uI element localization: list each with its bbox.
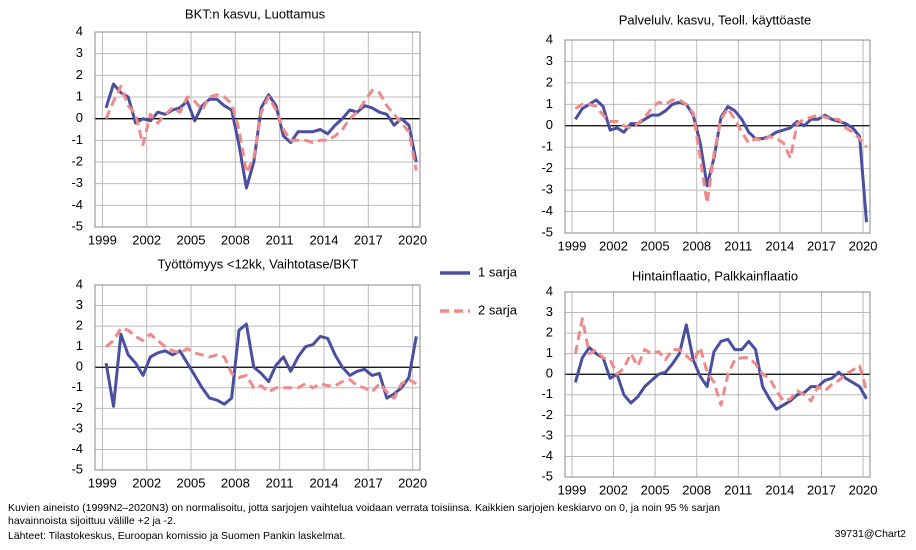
y-tick-label: 0: [76, 110, 83, 125]
x-tick-label: 2014: [765, 482, 794, 497]
series-line: [573, 323, 868, 411]
x-tick-label: 2011: [266, 232, 294, 247]
x-tick-label: 2002: [599, 482, 628, 497]
x-tick-label: 2011: [724, 238, 752, 253]
x-tick-label: 2020: [849, 238, 878, 253]
y-tick-label: 1: [546, 96, 553, 111]
x-tick-label: 2017: [807, 238, 836, 253]
plot-frame: [564, 291, 871, 478]
x-tick-label: 2008: [682, 238, 711, 253]
x-tick-label: 2005: [641, 482, 670, 497]
y-tick-label: -2: [541, 160, 553, 175]
y-tick-label: 4: [546, 31, 553, 46]
y-tick-label: -3: [541, 182, 553, 197]
y-tick-label: 1: [76, 88, 83, 103]
y-tick-label: 3: [546, 304, 553, 319]
x-tick-label: 2017: [807, 482, 836, 497]
x-tick-label: 2017: [354, 475, 383, 490]
y-tick-label: -3: [71, 175, 83, 190]
series-line: [105, 326, 418, 400]
x-tick-label: 2005: [177, 475, 206, 490]
x-tick-label: 1999: [88, 232, 117, 247]
y-tick-label: 3: [76, 297, 83, 312]
y-tick-label: -5: [541, 224, 553, 239]
y-tick-label: 1: [76, 338, 83, 353]
x-tick-label: 2002: [132, 475, 161, 490]
chart-title: Hintainflaatio, Palkkainflaatio: [632, 268, 798, 283]
y-tick-label: -5: [541, 468, 553, 483]
y-tick-label: 3: [76, 45, 83, 60]
x-tick-label: 2005: [177, 232, 206, 247]
y-tick-label: 2: [546, 74, 553, 89]
series-line: [104, 82, 418, 190]
footnote: Lähteet: Tilastokeskus, Euroopan komissi…: [8, 530, 345, 542]
y-tick-label: -5: [71, 461, 83, 476]
y-tick-label: 2: [76, 318, 83, 333]
y-tick-label: -1: [541, 386, 553, 401]
series-line: [573, 317, 868, 407]
series-line: [574, 98, 868, 205]
y-tick-label: -1: [541, 139, 553, 154]
y-tick-label: -3: [541, 427, 553, 442]
series-line: [104, 84, 418, 175]
chart-title: Palvelulv. kasvu, Teoll. käyttöaste: [619, 12, 811, 27]
x-tick-label: 2008: [221, 475, 250, 490]
y-tick-label: 0: [546, 366, 553, 381]
y-tick-label: 4: [546, 283, 553, 298]
x-tick-label: 2011: [724, 482, 752, 497]
y-tick-label: -2: [71, 153, 83, 168]
y-tick-label: 2: [76, 67, 83, 82]
x-tick-label: 2005: [641, 238, 670, 253]
x-tick-label: 2014: [765, 238, 794, 253]
y-tick-label: -4: [71, 441, 83, 456]
x-tick-label: 1999: [557, 238, 586, 253]
y-tick-label: -4: [71, 197, 83, 212]
y-tick-label: 1: [546, 345, 553, 360]
footnote: havainnoista sijoittuu välille +2 ja -2.: [8, 515, 176, 527]
x-tick-label: 2002: [132, 232, 161, 247]
y-tick-label: 0: [546, 117, 553, 132]
y-tick-label: -3: [71, 420, 83, 435]
y-tick-label: 4: [76, 23, 83, 38]
y-tick-label: 0: [76, 359, 83, 374]
footnote: Kuvien aineisto (1999N2–2020N3) on norma…: [8, 502, 720, 514]
x-tick-label: 2020: [398, 475, 427, 490]
y-tick-label: 4: [76, 276, 83, 291]
y-tick-label: 3: [546, 53, 553, 68]
y-tick-label: -5: [71, 218, 83, 233]
y-tick-label: -4: [541, 448, 553, 463]
plot-frame: [564, 39, 871, 234]
legend-label: 1 sarja: [478, 264, 518, 279]
x-tick-label: 2020: [398, 232, 427, 247]
x-tick-label: 2011: [266, 475, 294, 490]
legend-label: 2 sarja: [478, 302, 518, 317]
y-tick-label: -1: [71, 132, 83, 147]
series-line: [104, 322, 418, 408]
x-tick-label: 2020: [849, 482, 878, 497]
x-tick-label: 2002: [599, 238, 628, 253]
series-line: [574, 98, 868, 223]
x-tick-label: 2008: [221, 232, 250, 247]
y-tick-label: -2: [71, 400, 83, 415]
y-tick-label: -1: [71, 379, 83, 394]
y-tick-label: -2: [541, 407, 553, 422]
chart-code: 39731@Chart2: [835, 528, 907, 540]
x-tick-label: 2008: [682, 482, 711, 497]
plot-frame: [94, 284, 421, 471]
x-tick-label: 2014: [310, 475, 339, 490]
plot-frame: [94, 31, 421, 228]
x-tick-label: 2014: [310, 232, 339, 247]
y-tick-label: 2: [546, 325, 553, 340]
x-tick-label: 2017: [354, 232, 383, 247]
x-tick-label: 1999: [88, 475, 117, 490]
chart-title: BKT:n kasvu, Luottamus: [185, 6, 326, 21]
x-tick-label: 1999: [557, 482, 586, 497]
chart-title: Työttömyys <12kk, Vaihtotase/BKT: [158, 256, 359, 271]
y-tick-label: -4: [541, 203, 553, 218]
